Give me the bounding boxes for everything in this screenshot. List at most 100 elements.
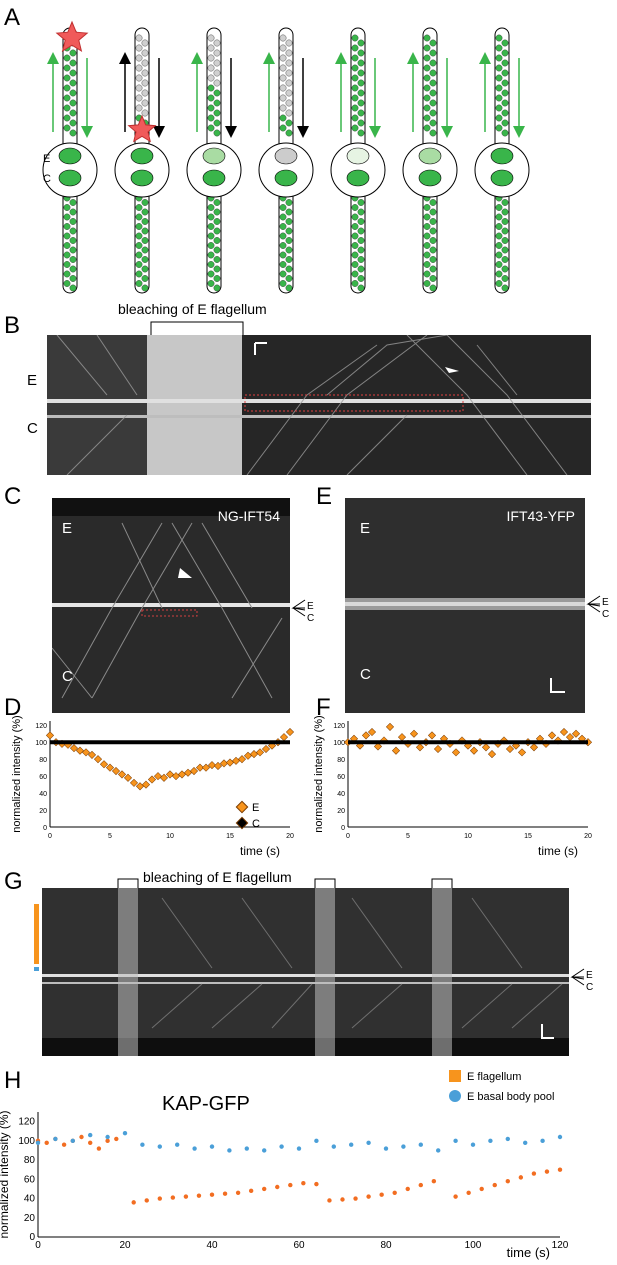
cell-diagram bbox=[402, 27, 458, 294]
y-tick-label: 100 bbox=[18, 1136, 35, 1147]
data-point bbox=[44, 1140, 49, 1145]
data-point bbox=[122, 1130, 128, 1136]
svg-text:C: C bbox=[602, 609, 609, 620]
panel-b-kymograph bbox=[47, 335, 591, 475]
legend-label: C bbox=[252, 818, 260, 830]
cell-diagram bbox=[330, 27, 386, 294]
bleach-star-icon bbox=[55, 20, 89, 52]
data-point bbox=[177, 770, 187, 779]
y-tick-label: 20 bbox=[24, 1213, 36, 1224]
data-point bbox=[405, 1186, 410, 1192]
y-tick-label: 100 bbox=[35, 740, 47, 747]
data-point bbox=[35, 1140, 41, 1145]
data-point bbox=[327, 1198, 332, 1203]
data-point bbox=[288, 1182, 293, 1188]
panel-c-title: NG-IFT54 bbox=[217, 508, 280, 524]
y-tick-label: 40 bbox=[39, 791, 47, 798]
data-point bbox=[249, 750, 259, 759]
data-point bbox=[427, 731, 437, 740]
cell-diagram bbox=[114, 27, 170, 294]
data-point bbox=[53, 1136, 58, 1142]
data-point bbox=[433, 744, 443, 754]
data-point bbox=[237, 755, 247, 764]
y-tick-label: 120 bbox=[333, 723, 345, 730]
data-point bbox=[123, 773, 133, 782]
data-point bbox=[70, 1138, 76, 1144]
svg-text:E: E bbox=[586, 970, 593, 981]
x-tick-label: 0 bbox=[346, 833, 350, 840]
data-point bbox=[153, 772, 163, 781]
legend-marker bbox=[235, 816, 249, 830]
data-point bbox=[209, 1144, 215, 1149]
data-point bbox=[391, 746, 401, 755]
data-point bbox=[296, 1146, 302, 1151]
data-point bbox=[243, 751, 253, 760]
x-tick-label: 60 bbox=[293, 1240, 305, 1251]
data-point bbox=[529, 743, 539, 752]
x-tick-label: 20 bbox=[286, 833, 294, 840]
data-point bbox=[171, 772, 181, 781]
legend-label: E basal body pool bbox=[467, 1091, 554, 1103]
data-point bbox=[69, 744, 79, 753]
data-point bbox=[235, 1190, 241, 1195]
panel-g-brackets bbox=[117, 878, 453, 894]
x-tick-label: 100 bbox=[465, 1240, 482, 1251]
data-point bbox=[314, 1181, 319, 1187]
data-point bbox=[255, 748, 265, 757]
data-point bbox=[93, 755, 103, 764]
x-tick-label: 20 bbox=[119, 1240, 131, 1251]
data-point bbox=[261, 744, 271, 754]
data-point bbox=[275, 1184, 280, 1190]
panel-g-letter: G bbox=[4, 868, 23, 895]
data-point bbox=[201, 763, 211, 772]
y-tick-label: 20 bbox=[39, 808, 47, 815]
panel-g-blue-bar bbox=[34, 967, 39, 971]
y-tick-label: 80 bbox=[39, 757, 47, 764]
data-point bbox=[129, 778, 139, 787]
data-point bbox=[165, 770, 175, 779]
data-point bbox=[453, 1194, 458, 1199]
legend-marker bbox=[449, 1090, 461, 1102]
legend-label: E flagellum bbox=[467, 1071, 521, 1083]
y-tick-label: 60 bbox=[39, 774, 47, 781]
y-tick-label: 120 bbox=[35, 723, 47, 730]
data-point bbox=[487, 750, 497, 759]
data-point bbox=[175, 1142, 180, 1147]
panel-a-letter: A bbox=[4, 4, 21, 31]
cell-diagram bbox=[186, 27, 242, 294]
panel-g-kymograph bbox=[42, 888, 569, 1056]
data-point bbox=[353, 1196, 358, 1201]
panel-b-label-c: C bbox=[27, 420, 38, 437]
data-point bbox=[105, 1134, 110, 1140]
data-point bbox=[397, 733, 407, 742]
x-tick-label: 20 bbox=[584, 833, 592, 840]
panel-b-letter: B bbox=[4, 312, 21, 339]
x-tick-label: 15 bbox=[226, 833, 234, 840]
data-point bbox=[61, 1142, 67, 1147]
panel-f-letter: F bbox=[316, 694, 331, 721]
data-point bbox=[248, 1188, 254, 1194]
data-point bbox=[366, 1194, 371, 1199]
panel-b-title: bleaching of E flagellum bbox=[118, 301, 267, 317]
panel-c-edge-marker: E C bbox=[291, 599, 314, 624]
data-point bbox=[262, 1148, 267, 1153]
panel-h-letter: H bbox=[4, 1067, 22, 1094]
panel-a-diagram: E C bbox=[42, 20, 530, 294]
data-point bbox=[340, 1197, 345, 1202]
data-point bbox=[409, 729, 419, 738]
panel-g-orange-bar bbox=[34, 904, 39, 964]
data-point bbox=[114, 1136, 119, 1142]
x-tick-label: 10 bbox=[166, 833, 174, 840]
y-tick-label: 60 bbox=[24, 1174, 36, 1185]
data-point bbox=[45, 731, 55, 740]
data-point bbox=[144, 1198, 149, 1203]
panel-g-title: bleaching of E flagellum bbox=[143, 869, 292, 885]
y-tick-label: 0 bbox=[43, 825, 47, 832]
y-axis-label: normalized intensity (%) bbox=[0, 1110, 11, 1238]
data-point bbox=[196, 1193, 202, 1198]
data-point bbox=[559, 727, 569, 737]
data-point bbox=[518, 1175, 524, 1180]
data-point bbox=[227, 1148, 232, 1153]
data-point bbox=[547, 731, 557, 740]
data-point bbox=[366, 1140, 371, 1145]
